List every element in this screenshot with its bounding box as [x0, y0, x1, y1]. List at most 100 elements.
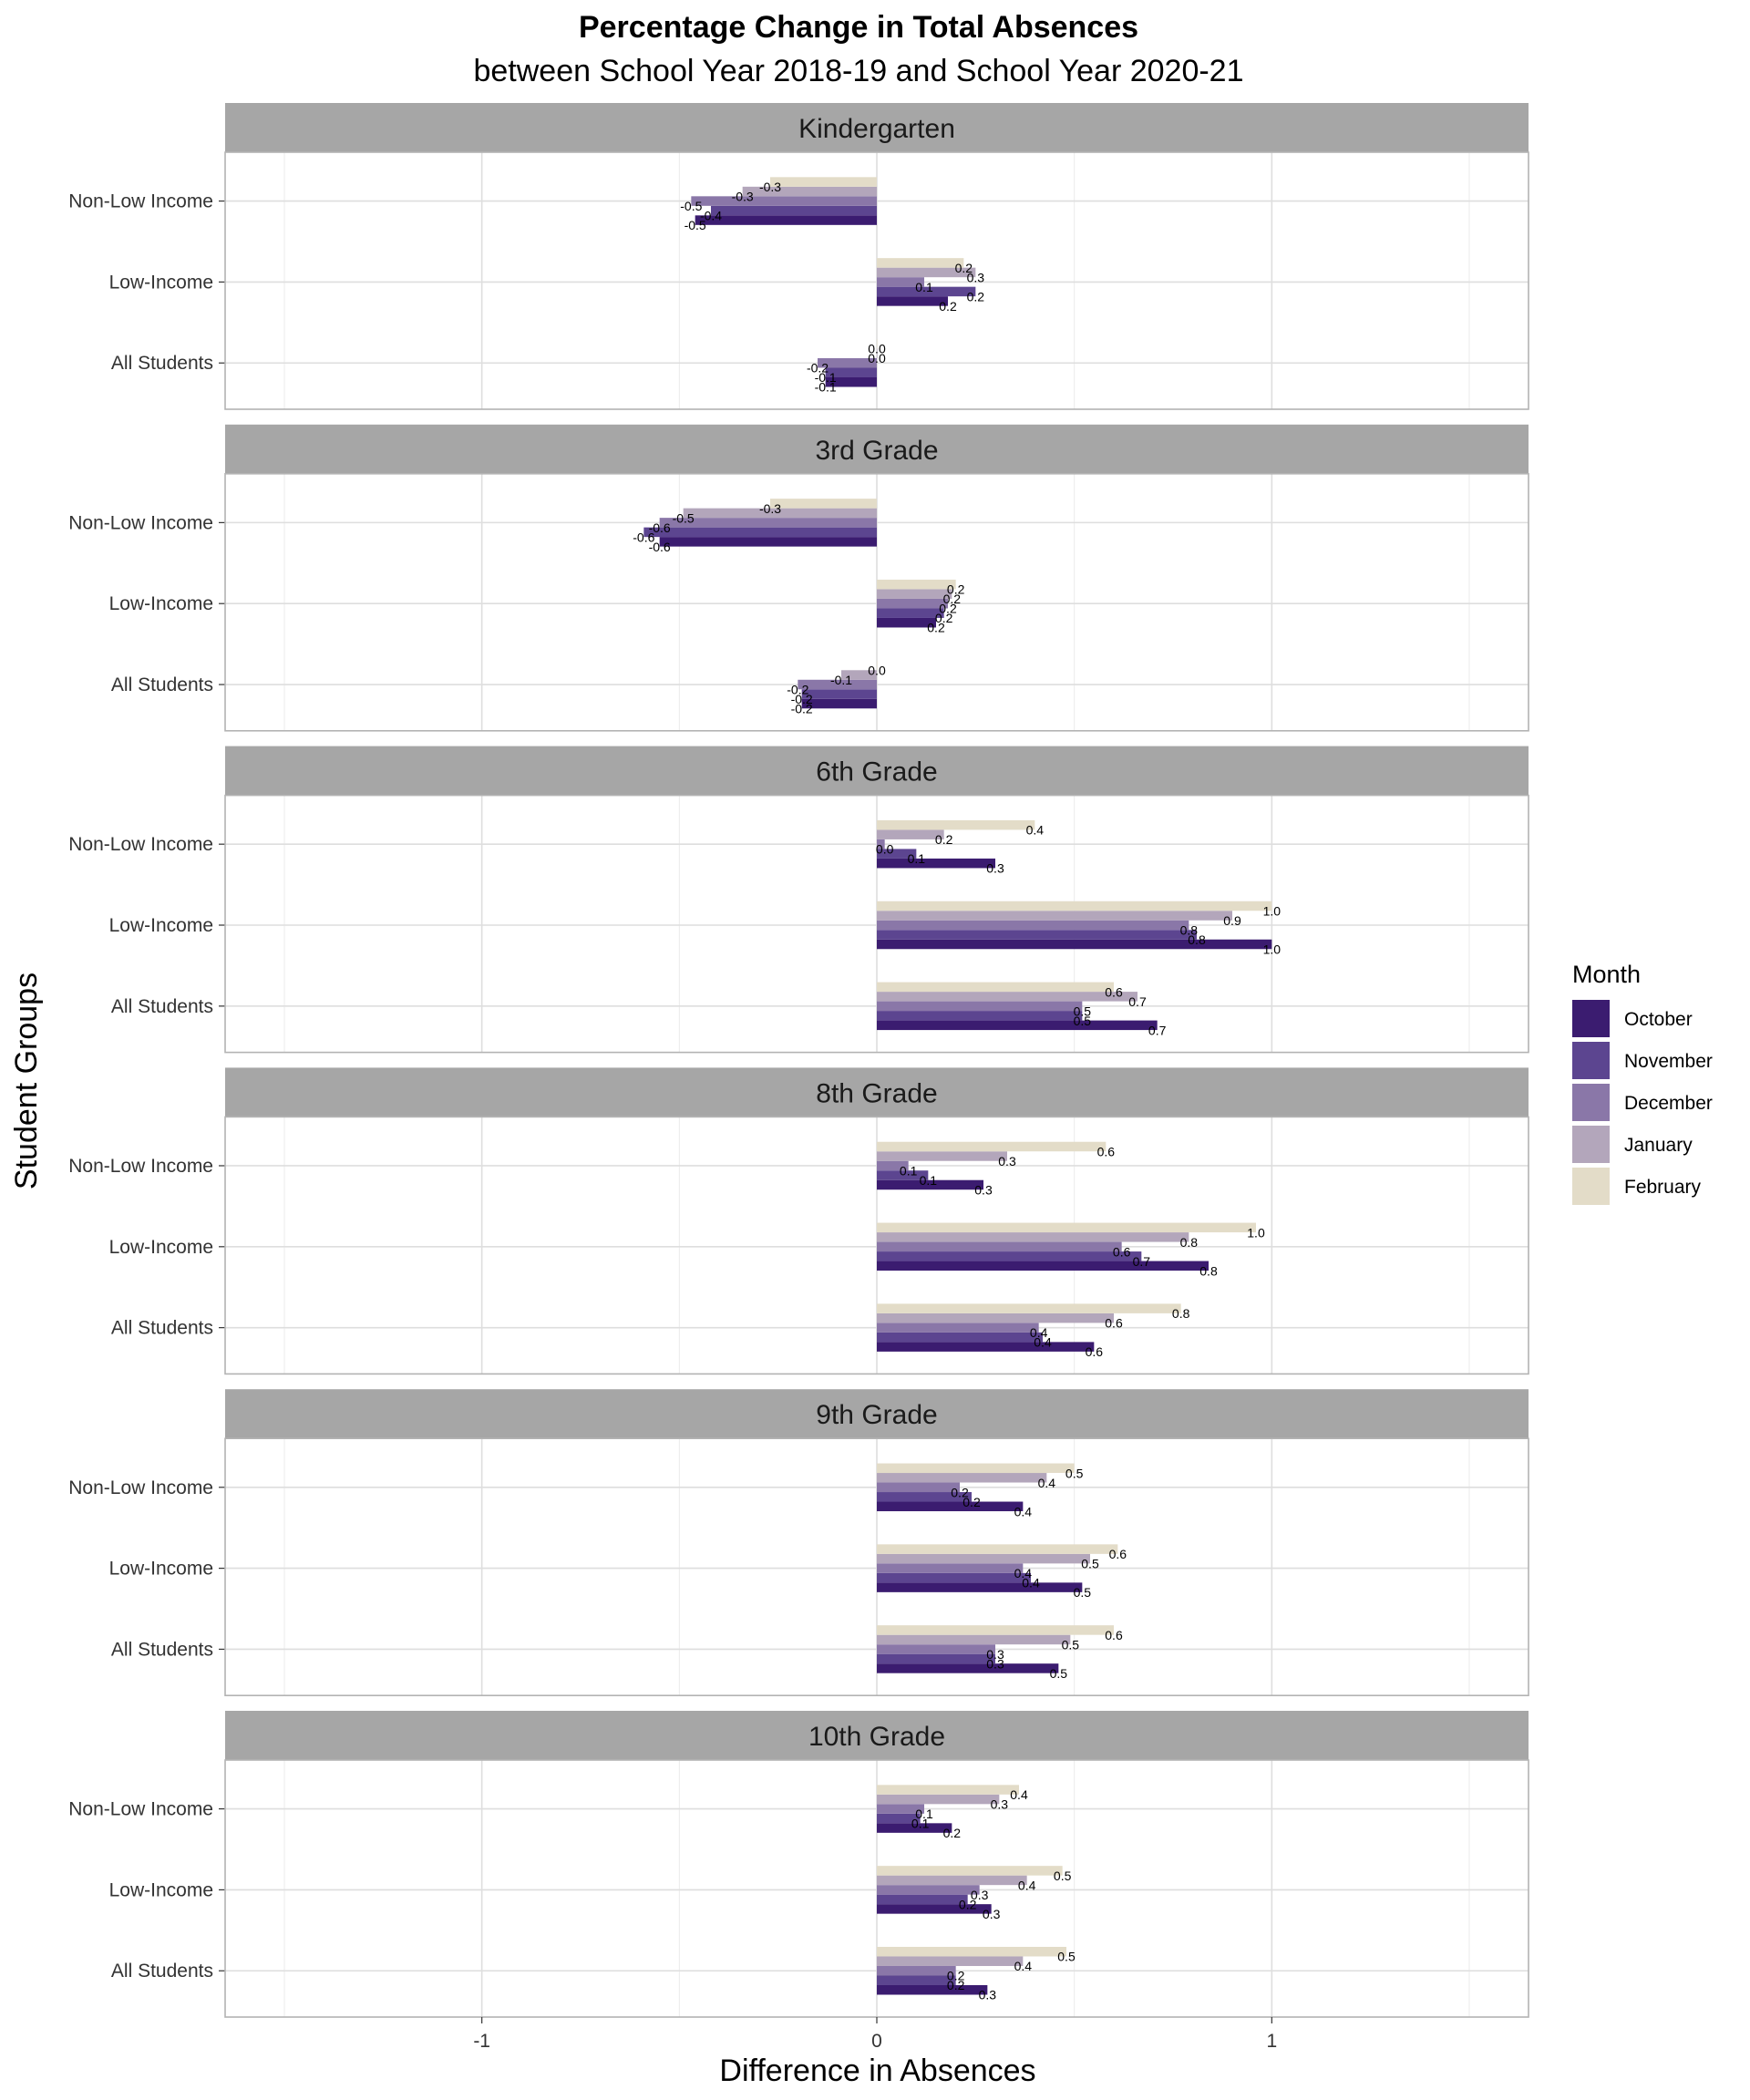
bar-value-label: -0.1	[815, 370, 837, 385]
y-tick-label: Non-Low Income	[68, 1799, 213, 1820]
y-tick-label: Non-Low Income	[68, 191, 213, 212]
bar-value-label: 0.6	[1105, 1628, 1123, 1642]
bar-february	[877, 1222, 1256, 1233]
y-tick-label: Low-Income	[109, 272, 213, 293]
bar-november	[877, 1894, 968, 1905]
bar-value-label: 0.2	[935, 611, 953, 625]
facet-strip	[225, 424, 1529, 474]
bar-value-label: 0.4	[1034, 1335, 1052, 1350]
bar-value-label: -0.2	[787, 683, 808, 697]
bar-october	[659, 537, 877, 547]
bar-value-label: 0.0	[868, 351, 886, 365]
facet-strip-label: 6th Grade	[816, 757, 937, 788]
bar-december	[691, 196, 877, 206]
bar-value-label: -0.5	[673, 510, 695, 525]
bar-value-label: -0.3	[759, 501, 781, 516]
y-tick-label: Low-Income	[109, 1559, 213, 1580]
bar-value-label: 0.2	[943, 592, 962, 606]
bar-december	[877, 1804, 924, 1814]
facet-panel: 6th Grade Non-Low Income Low-Income All Stu…	[68, 746, 1529, 1054]
bar-december	[818, 357, 877, 368]
bar-december	[877, 1644, 995, 1654]
bar-value-label: 0.3	[971, 1888, 989, 1902]
facet-panels: Kindergarten Non-Low Income Low-Income All …	[68, 103, 1529, 2052]
bar-value-label: 0.4	[1038, 1476, 1056, 1490]
x-axis-title: Difference in Absences	[719, 2054, 1035, 2088]
bar-value-label: -0.6	[633, 530, 654, 544]
bar-value-label: 0.9	[1223, 913, 1241, 928]
legend-key-february	[1572, 1168, 1610, 1205]
bar-value-label: 0.1	[900, 1163, 918, 1178]
bar-october	[877, 1984, 988, 1995]
bar-value-label: 0.3	[983, 1907, 1001, 1921]
bar-october	[877, 1501, 1024, 1512]
bar-value-label: 0.1	[911, 1817, 930, 1831]
bar-value-label: 0.8	[1172, 1306, 1190, 1321]
legend-key-october	[1572, 1000, 1610, 1037]
bar-value-label: 1.0	[1263, 942, 1282, 957]
facet-strip-label: 8th Grade	[816, 1078, 937, 1108]
bar-value-label: -0.2	[791, 702, 813, 716]
bar-value-label: 0.2	[955, 261, 973, 275]
legend-label: January	[1624, 1135, 1693, 1156]
bar-value-label: -0.5	[680, 199, 702, 213]
bar-value-label: 0.8	[1180, 1235, 1199, 1250]
bar-value-label: 0.2	[967, 289, 985, 304]
bar-february	[770, 177, 877, 187]
legend-title: Month	[1572, 961, 1641, 988]
bar-value-label: 0.4	[1022, 1576, 1040, 1590]
panel-border	[224, 794, 1529, 1054]
y-tick-label: All Students	[111, 1961, 213, 1982]
bar-value-label: 1.0	[1247, 1225, 1265, 1240]
bar-value-label: 0.2	[939, 299, 957, 314]
bar-value-label: -0.1	[830, 673, 852, 687]
panel-border	[224, 151, 1529, 410]
bar-value-label: 0.2	[962, 1495, 981, 1509]
bar-value-label: 0.4	[1018, 1878, 1036, 1892]
bar-october	[877, 1020, 1158, 1031]
bar-january	[877, 1151, 1007, 1161]
bar-value-label: 0.2	[951, 1485, 969, 1499]
bar-january	[841, 670, 877, 680]
bar-value-label: 0.2	[947, 1978, 965, 1992]
bar-january	[877, 992, 1138, 1002]
bar-value-label: 0.3	[979, 1988, 997, 2002]
x-tick-label: 0	[871, 2031, 882, 2052]
bar-value-label: 0.6	[1105, 1316, 1123, 1331]
bar-december	[877, 1001, 1083, 1012]
bar-value-label: 0.2	[927, 621, 945, 635]
bar-value-label: 1.0	[1263, 904, 1282, 919]
bar-october	[877, 1342, 1095, 1352]
bar-value-label: 0.5	[1074, 1004, 1092, 1018]
facet-panel: 3rd Grade Non-Low Income Low-Income All Stu…	[68, 424, 1529, 732]
bar-december	[659, 518, 877, 528]
bar-december	[877, 1323, 1039, 1333]
bar-february	[877, 1544, 1118, 1554]
bar-january	[877, 589, 952, 599]
bar-value-label: 0.2	[943, 1826, 962, 1840]
facet-strip	[225, 103, 1529, 152]
legend-label: October	[1624, 1009, 1693, 1030]
bar-value-label: 0.5	[1062, 1637, 1080, 1652]
facet-strip-label: 3rd Grade	[815, 436, 938, 466]
bar-value-label: 0.0	[868, 664, 886, 678]
bar-november	[877, 1251, 1142, 1261]
bar-january	[877, 1634, 1071, 1645]
bar-value-label: 0.7	[1148, 1023, 1167, 1037]
bar-february	[877, 1303, 1181, 1313]
bar-value-label: 0.7	[1133, 1254, 1151, 1269]
facet-strip	[225, 1711, 1529, 1760]
bar-october	[877, 1904, 992, 1914]
bar-january	[877, 348, 878, 358]
bar-october	[877, 858, 995, 869]
bar-february	[770, 499, 877, 509]
bar-december	[798, 679, 877, 690]
legend-label: November	[1624, 1051, 1713, 1072]
bar-february	[877, 1946, 1066, 1957]
bar-value-label: -0.5	[685, 218, 706, 232]
bar-value-label: 0.1	[915, 280, 933, 294]
bar-value-label: 0.4	[1030, 1325, 1048, 1340]
bar-value-label: 0.6	[1113, 1244, 1131, 1259]
x-tick-label: -1	[473, 2031, 490, 2052]
